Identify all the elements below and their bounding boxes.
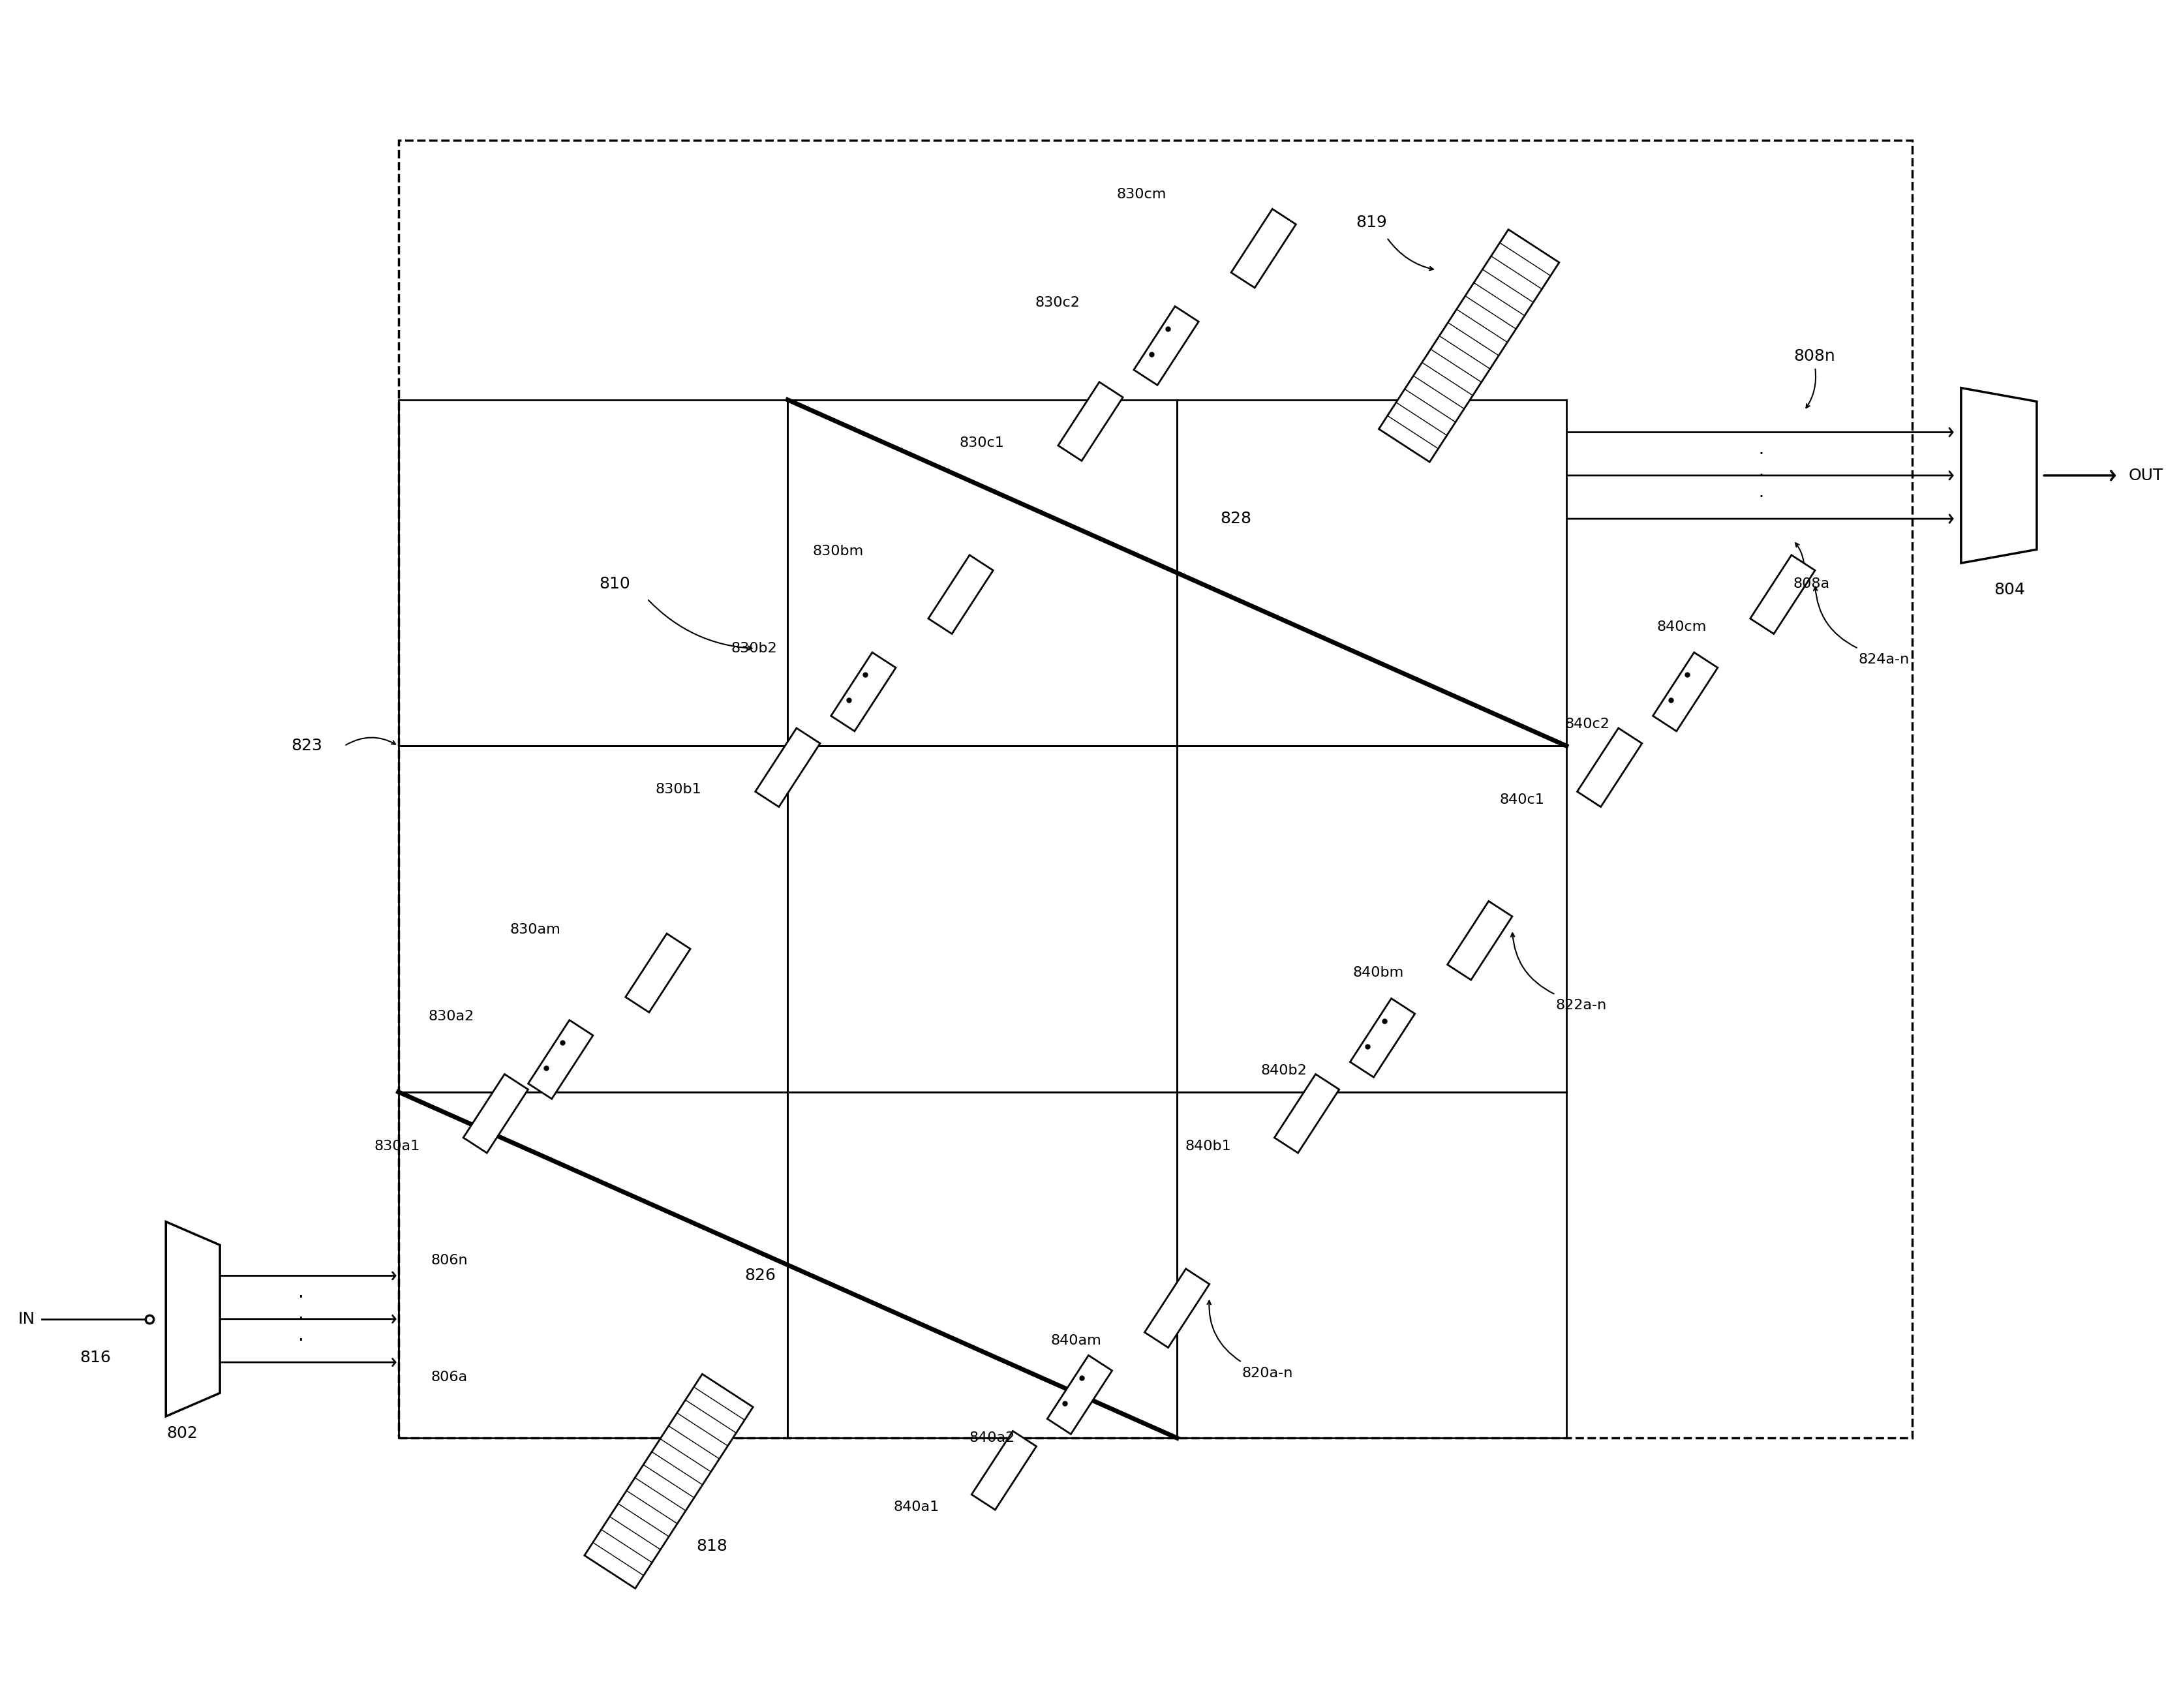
Text: 840bm: 840bm: [1352, 967, 1405, 979]
Text: 822a-n: 822a-n: [1555, 999, 1607, 1011]
Text: 830cm: 830cm: [1117, 188, 1167, 202]
Polygon shape: [1047, 1356, 1112, 1435]
Text: 830bm: 830bm: [811, 545, 864, 559]
Bar: [399, 746, 787, 1091]
Polygon shape: [1230, 208, 1296, 287]
Polygon shape: [1961, 388, 2037, 564]
Text: 808n: 808n: [1793, 348, 1834, 364]
Text: 830b1: 830b1: [654, 782, 700, 796]
Text: 840am: 840am: [1051, 1334, 1101, 1348]
Text: 840a1: 840a1: [894, 1501, 940, 1513]
Bar: [399, 400, 787, 746]
Text: 824a-n: 824a-n: [1858, 652, 1908, 666]
Text: 830b2: 830b2: [731, 642, 776, 656]
Polygon shape: [1350, 999, 1415, 1078]
Polygon shape: [1274, 1074, 1339, 1153]
Text: 840c2: 840c2: [1564, 717, 1610, 731]
Text: 830am: 830am: [510, 924, 561, 936]
Text: 826: 826: [744, 1267, 776, 1284]
Text: 820a-n: 820a-n: [1241, 1366, 1293, 1380]
Polygon shape: [1653, 652, 1719, 731]
Text: 830c1: 830c1: [960, 437, 1003, 449]
Text: ·: ·: [1758, 468, 1764, 483]
Bar: [1178, 746, 1566, 1091]
Polygon shape: [1749, 555, 1815, 634]
Polygon shape: [585, 1373, 752, 1588]
Text: 840b2: 840b2: [1261, 1064, 1306, 1076]
Text: 830c2: 830c2: [1034, 295, 1080, 309]
Polygon shape: [831, 652, 896, 731]
Polygon shape: [1448, 902, 1511, 980]
Text: 830a2: 830a2: [427, 1009, 473, 1023]
Polygon shape: [462, 1074, 528, 1153]
Text: ·: ·: [299, 1332, 303, 1349]
Text: 808a: 808a: [1793, 577, 1830, 591]
Text: ·: ·: [299, 1288, 303, 1307]
Polygon shape: [166, 1221, 220, 1416]
Bar: [787, 1091, 1178, 1438]
Polygon shape: [528, 1020, 593, 1098]
Bar: [787, 400, 1178, 746]
Text: 830a1: 830a1: [375, 1139, 421, 1153]
Text: OUT: OUT: [2129, 468, 2164, 483]
Text: 840b1: 840b1: [1184, 1139, 1230, 1153]
Polygon shape: [626, 934, 691, 1013]
Polygon shape: [755, 728, 820, 806]
Text: 804: 804: [1993, 582, 2026, 598]
Text: 823: 823: [292, 738, 323, 753]
Text: 816: 816: [81, 1349, 111, 1365]
Text: 806a: 806a: [432, 1372, 467, 1383]
Text: ·: ·: [1758, 446, 1764, 461]
Text: 818: 818: [696, 1537, 728, 1554]
Text: 810: 810: [600, 576, 630, 591]
Text: 840cm: 840cm: [1658, 620, 1708, 634]
Text: 840c1: 840c1: [1501, 794, 1544, 806]
Text: 828: 828: [1221, 511, 1252, 526]
Bar: [399, 140, 1913, 1438]
Bar: [399, 1091, 787, 1438]
Bar: [1178, 1091, 1566, 1438]
Text: 840a2: 840a2: [968, 1431, 1014, 1445]
Polygon shape: [1058, 383, 1123, 461]
Polygon shape: [1577, 728, 1642, 806]
Text: 806n: 806n: [432, 1254, 467, 1267]
Text: IN: IN: [17, 1312, 35, 1327]
Text: 802: 802: [166, 1426, 198, 1442]
Text: ·: ·: [1758, 488, 1764, 506]
Polygon shape: [1145, 1269, 1210, 1348]
Polygon shape: [971, 1431, 1036, 1510]
Polygon shape: [929, 555, 992, 634]
Bar: [1178, 400, 1566, 746]
Text: 819: 819: [1357, 215, 1387, 231]
Text: ·: ·: [299, 1310, 303, 1329]
Bar: [787, 746, 1178, 1091]
Polygon shape: [1134, 306, 1200, 384]
Polygon shape: [1378, 229, 1559, 461]
